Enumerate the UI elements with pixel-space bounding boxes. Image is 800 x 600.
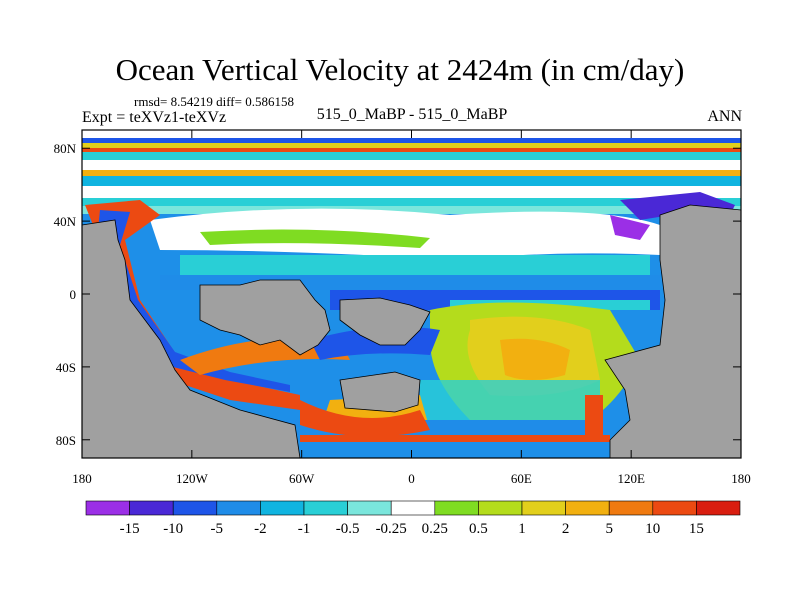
colorbar-label: -10 [163, 521, 183, 537]
case-label: 515_0_MaBP - 515_0_MaBP [316, 106, 508, 123]
colorbar-swatch [85, 500, 130, 516]
x-tick-label: 120E [617, 471, 645, 486]
land-layer [82, 204, 741, 458]
colorbar-swatch [608, 500, 654, 516]
colorbar-label: 1 [518, 521, 526, 537]
colorbar-swatch [390, 500, 436, 516]
colorbar-label: -1 [298, 521, 311, 537]
experiment-label: Expt = teXVz1-teXVz [82, 109, 227, 126]
season-label: ANN [707, 108, 742, 125]
y-axis: 80N 40N 0 40S 80S [54, 141, 741, 448]
colorbar-swatch [172, 500, 218, 516]
colorbar: -15 -10 -5 -2 -1 -0.5 -0.25 0.25 0.5 1 2 5 10 15 [85, 500, 741, 537]
colorbar-label: 2 [562, 521, 570, 537]
x-axis: 180 120W 60W 0 60E 120E 180 [72, 130, 751, 486]
colorbar-swatch [521, 500, 566, 516]
colorbar-label: -0.25 [376, 521, 407, 537]
colorbar-swatch [260, 500, 305, 516]
colorbar-label: -2 [254, 521, 267, 537]
land-east [604, 204, 741, 458]
chart-title: Ocean Vertical Velocity at 2424m (in cm/… [115, 52, 685, 87]
x-tick-label: 0 [408, 471, 415, 486]
colorbar-swatch [565, 500, 610, 516]
stats-line: rmsd= 8.54219 diff= 0.586158 [134, 94, 294, 109]
x-tick-label: 60W [289, 471, 315, 486]
colorbar-label: 10 [645, 521, 660, 537]
colorbar-swatch [129, 500, 174, 516]
colorbar-label: -15 [120, 521, 140, 537]
colorbar-label: 0.25 [422, 521, 448, 537]
x-tick-label: 180 [72, 471, 92, 486]
colorbar-swatch [478, 500, 523, 516]
x-tick-label: 60E [511, 471, 532, 486]
colorbar-swatch [347, 500, 392, 516]
colorbar-swatch [652, 500, 697, 516]
colorbar-label: -0.5 [336, 521, 360, 537]
colorbar-swatch [216, 500, 261, 516]
colorbar-label: 0.5 [469, 521, 488, 537]
colorbar-swatch [696, 500, 741, 516]
x-tick-label: 120W [176, 471, 209, 486]
land-south-island [339, 371, 421, 413]
y-tick-label: 40S [56, 360, 76, 375]
y-tick-label: 0 [70, 287, 77, 302]
colorbar-swatch [303, 500, 348, 516]
y-tick-label: 80S [56, 433, 76, 448]
land-continent-west [199, 279, 331, 356]
x-tick-label: 180 [731, 471, 751, 486]
colorbar-label: 15 [689, 521, 704, 537]
land-continent-center [339, 297, 431, 346]
y-tick-label: 40N [54, 214, 77, 229]
colorbar-label: 5 [605, 521, 613, 537]
colorbar-label: -5 [211, 521, 224, 537]
colorbar-swatch [434, 500, 479, 516]
y-tick-label: 80N [54, 141, 77, 156]
land-west [82, 219, 301, 458]
